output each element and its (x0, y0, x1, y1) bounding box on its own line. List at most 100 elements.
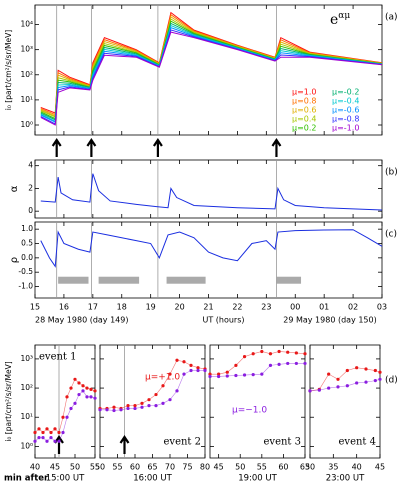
data-point (133, 406, 137, 411)
data-point (182, 360, 186, 364)
data-point (85, 395, 89, 399)
data-point (317, 388, 321, 392)
series-line (40, 20, 383, 120)
data-point (336, 385, 340, 389)
x-tick-label: 15 (30, 303, 40, 312)
y-axis-label: ρ (9, 257, 20, 263)
legend-entry: μ=1.0 (292, 88, 317, 97)
series-line (34, 390, 96, 442)
data-point (69, 406, 73, 411)
data-point (140, 405, 144, 409)
y-tick-label: 2 (28, 183, 33, 192)
event-arrow (54, 435, 64, 454)
x-tick-label: 00 (290, 303, 300, 312)
data-point (77, 381, 81, 385)
data-point (308, 389, 312, 393)
legend-entry: μ=-0.2 (332, 88, 359, 97)
data-point (53, 427, 57, 431)
data-point (355, 366, 359, 370)
x-tick-label: 01 (319, 303, 329, 312)
series-line (40, 173, 383, 211)
x-tick-label: 03 (377, 303, 387, 312)
series-line (40, 27, 383, 123)
y-tick-label: 4 (28, 161, 33, 170)
data-point (77, 392, 81, 397)
y-tick-label: -1.0 (18, 282, 33, 291)
data-point (65, 415, 69, 419)
event-label: event 2 (164, 437, 202, 448)
data-point (81, 384, 85, 388)
data-point (242, 373, 247, 377)
x-tick-label: 45 (375, 463, 385, 472)
data-point (126, 406, 130, 411)
series-line (40, 229, 383, 268)
data-point (268, 352, 273, 356)
series-line (40, 31, 383, 126)
data-point (234, 363, 238, 367)
y-tick-label: 0 (28, 206, 33, 215)
plot-frame (309, 344, 381, 459)
plot-frame (34, 344, 96, 459)
panel-label: (b) (385, 168, 398, 178)
interval-band (58, 276, 89, 284)
x-tick-label: 50 (70, 463, 80, 472)
x-axis-label: 16:00 UT (133, 474, 172, 484)
data-point (154, 392, 158, 397)
data-point (168, 372, 172, 376)
data-point (294, 361, 298, 366)
legend-entry: μ=0.2 (292, 124, 317, 133)
series-line (40, 24, 383, 123)
x-tick-label: 18 (117, 303, 127, 312)
data-point (251, 372, 255, 377)
data-point (355, 381, 359, 385)
x-tick-label: 02 (348, 303, 358, 312)
event-arrow (86, 138, 97, 157)
data-point (217, 372, 221, 376)
data-point (45, 439, 49, 443)
data-point (147, 398, 151, 402)
y-tick-label: 1.0 (21, 224, 33, 233)
data-point (189, 368, 193, 373)
x-tick-label: 70 (165, 463, 175, 472)
data-point (378, 370, 382, 374)
panel-label: (d) (385, 376, 398, 386)
x-tick-label: 55 (90, 463, 100, 472)
x-tick-label: 65 (147, 463, 157, 472)
data-point (61, 430, 65, 435)
data-point (336, 377, 340, 381)
data-point (41, 430, 45, 435)
event-arrow (152, 138, 163, 157)
y-tick-label: 0.5 (21, 239, 33, 248)
x-tick-label: 20 (174, 303, 184, 312)
interval-band (166, 276, 206, 284)
x-tick-label: 17 (88, 303, 98, 312)
event-arrow (51, 138, 62, 157)
series-label: μ=+1.0 (145, 373, 180, 383)
data-point (373, 368, 377, 373)
data-point (85, 386, 89, 390)
x-axis-label: 15:00 UT (46, 474, 85, 484)
event-arrow (271, 138, 282, 157)
y-tick-label: 10³ (20, 45, 33, 54)
data-point (37, 436, 41, 440)
data-point (225, 374, 229, 378)
data-point (345, 384, 349, 388)
x-axis-label: 23:00 UT (326, 474, 365, 484)
data-point (112, 405, 116, 409)
data-point (140, 401, 144, 405)
y-tick-label: 0.0 (21, 253, 33, 262)
series-line (100, 359, 206, 409)
data-point (217, 374, 221, 379)
data-point (89, 387, 93, 392)
data-point (268, 363, 273, 367)
data-point (327, 386, 331, 390)
data-point (147, 404, 151, 408)
data-point (378, 377, 382, 381)
x-tick-label: 16 (59, 303, 69, 312)
data-point (345, 368, 349, 373)
x-axis-label: 19:00 UT (238, 474, 277, 484)
data-point (175, 358, 179, 362)
x-tick-label: 45 (50, 463, 60, 472)
data-point (196, 366, 200, 370)
